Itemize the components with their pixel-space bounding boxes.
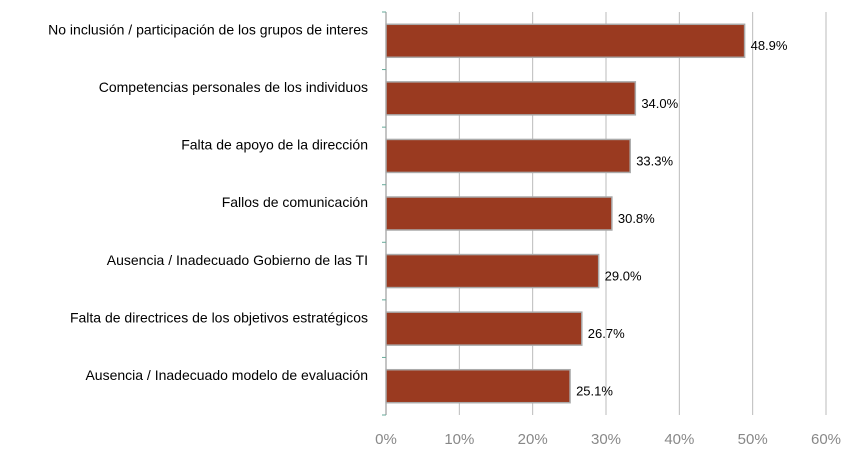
bar <box>385 81 637 116</box>
value-label: 25.1% <box>576 384 613 399</box>
category-label: Ausencia / Inadecuado Gobierno de las TI <box>107 252 368 268</box>
x-tick-label: 50% <box>738 431 768 448</box>
value-label: 34.0% <box>641 96 678 111</box>
category-label: Fallos de comunicación <box>222 194 368 210</box>
value-label: 33.3% <box>636 153 673 168</box>
bar <box>385 253 600 289</box>
x-tick-label: 10% <box>444 431 474 448</box>
value-label: 26.7% <box>588 326 625 341</box>
value-label: 29.0% <box>605 269 642 284</box>
bar <box>385 23 746 59</box>
category-label: Ausencia / Inadecuado modelo de evaluaci… <box>85 367 368 383</box>
x-tick-label: 20% <box>518 431 548 448</box>
bar <box>385 138 631 174</box>
category-label: Falta de apoyo de la dirección <box>181 137 368 153</box>
bar <box>385 368 571 404</box>
bar <box>385 311 583 346</box>
value-label: 30.8% <box>618 211 655 226</box>
category-label: No inclusión / participación de los grup… <box>48 21 368 37</box>
x-tick-label: 60% <box>811 431 841 448</box>
x-tick-label: 30% <box>591 431 621 448</box>
value-label: 48.9% <box>751 38 788 53</box>
category-label: Falta de directrices de los objetivos es… <box>70 309 368 325</box>
x-tick-label: 0% <box>375 431 397 448</box>
bar <box>385 196 613 231</box>
category-label: Competencias personales de los individuo… <box>99 79 368 95</box>
x-tick-label: 40% <box>664 431 694 448</box>
